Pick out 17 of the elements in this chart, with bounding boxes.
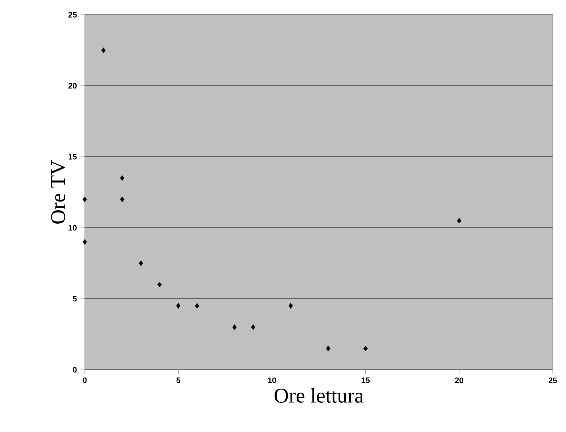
point bbox=[158, 282, 162, 288]
point bbox=[195, 303, 200, 309]
point bbox=[457, 218, 462, 224]
point bbox=[251, 324, 256, 330]
y-axis-title: Ore TV bbox=[51, 160, 66, 224]
point bbox=[139, 260, 144, 266]
point bbox=[102, 48, 106, 54]
point bbox=[120, 176, 125, 182]
point bbox=[232, 324, 237, 330]
x-axis-title: Ore lettura bbox=[274, 388, 364, 403]
point bbox=[82, 239, 88, 245]
point bbox=[288, 303, 294, 309]
point bbox=[120, 196, 125, 202]
point bbox=[364, 346, 368, 352]
point bbox=[82, 196, 88, 202]
point bbox=[326, 346, 331, 352]
point bbox=[176, 303, 181, 309]
